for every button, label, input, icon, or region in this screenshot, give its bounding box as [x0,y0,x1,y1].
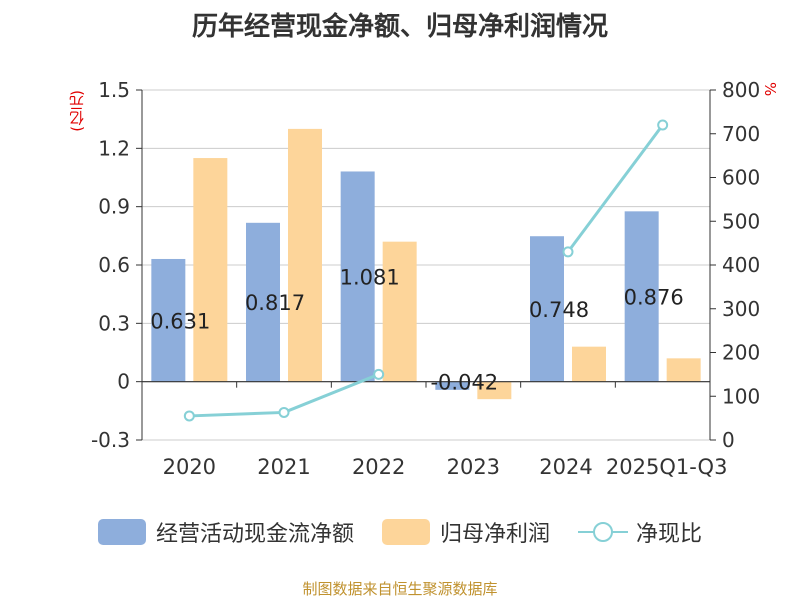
bar-net-profit [382,241,417,382]
ratio-point [183,410,195,422]
legend: 经营活动现金流净额 归母净利润 净现比 [0,516,800,548]
ratio-point [657,119,669,131]
legend-swatch-net-profit [381,519,430,545]
legend-label-cashflow: 经营活动现金流净额 [155,522,354,547]
bar-cashflow [340,171,375,382]
right-tick-label: 0 [722,428,735,452]
bar-net-profit [572,346,606,382]
left-tick-label: -0.3 [91,428,130,452]
ratio-line-segment [189,410,285,418]
right-tick-label: 500 [722,209,760,233]
bar-cashflow [151,258,186,382]
x-tick-label: 2020 [163,455,216,479]
bar-cashflow [530,236,564,382]
bar-data-label: 1.081 [340,266,400,290]
chart-title: 历年经营现金净额、归母净利润情况 [191,12,608,42]
right-tick-label: 600 [722,166,760,190]
right-tick-label: 800 [722,78,760,102]
ratio-line-segment [566,124,664,253]
bar-cashflow [624,211,659,382]
ratio-point [373,368,385,380]
right-tick-label: 200 [722,341,760,365]
bar-data-label: 0.631 [150,309,210,333]
bar-net-profit [193,158,228,382]
x-tick-label: 2024 [539,455,592,479]
bar-net-profit [288,128,322,382]
ratio-line-segment [283,372,380,414]
x-tick-label: 2021 [257,455,310,479]
left-tick-label: 0 [117,370,130,394]
legend-item-net-profit[interactable]: 归母净利润 [381,516,550,548]
bar-data-label: 0.876 [624,286,684,310]
x-tick-label: 2025Q1-Q3 [606,455,728,479]
bar-net-profit [477,381,512,400]
right-tick-label: 400 [722,253,760,277]
legend-item-cashflow[interactable]: 经营活动现金流净额 [97,516,354,548]
legend-label-net-profit: 归母净利润 [439,522,550,547]
right-tick-label: 300 [722,297,760,321]
right-tick-label: 100 [722,384,760,408]
left-tick-label: 0.6 [98,253,130,277]
data-source: 制图数据来自恒生聚源数据库 [302,580,498,598]
bar-cashflow [246,222,280,382]
left-tick-label: 0.9 [98,195,130,219]
legend-label-ratio: 净现比 [636,522,703,547]
bar-data-label: -0.042 [430,371,498,395]
ratio-point [562,246,574,258]
x-tick-label: 2022 [352,455,405,479]
left-tick-label: 1.5 [98,78,130,102]
left-tick-label: 1.2 [98,136,130,160]
legend-swatch-cashflow [97,519,146,545]
bar-net-profit [666,358,701,382]
legend-item-ratio[interactable]: 净现比 [578,516,702,548]
legend-line-ratio-icon [578,519,628,545]
left-tick-label: 0.3 [98,311,130,335]
bar-data-label: 0.748 [529,298,589,322]
x-tick-label: 2023 [447,455,500,479]
bar-cashflow [435,381,470,390]
right-tick-label: 700 [722,122,760,146]
bar-data-label: 0.817 [245,291,305,315]
ratio-point [278,406,290,418]
